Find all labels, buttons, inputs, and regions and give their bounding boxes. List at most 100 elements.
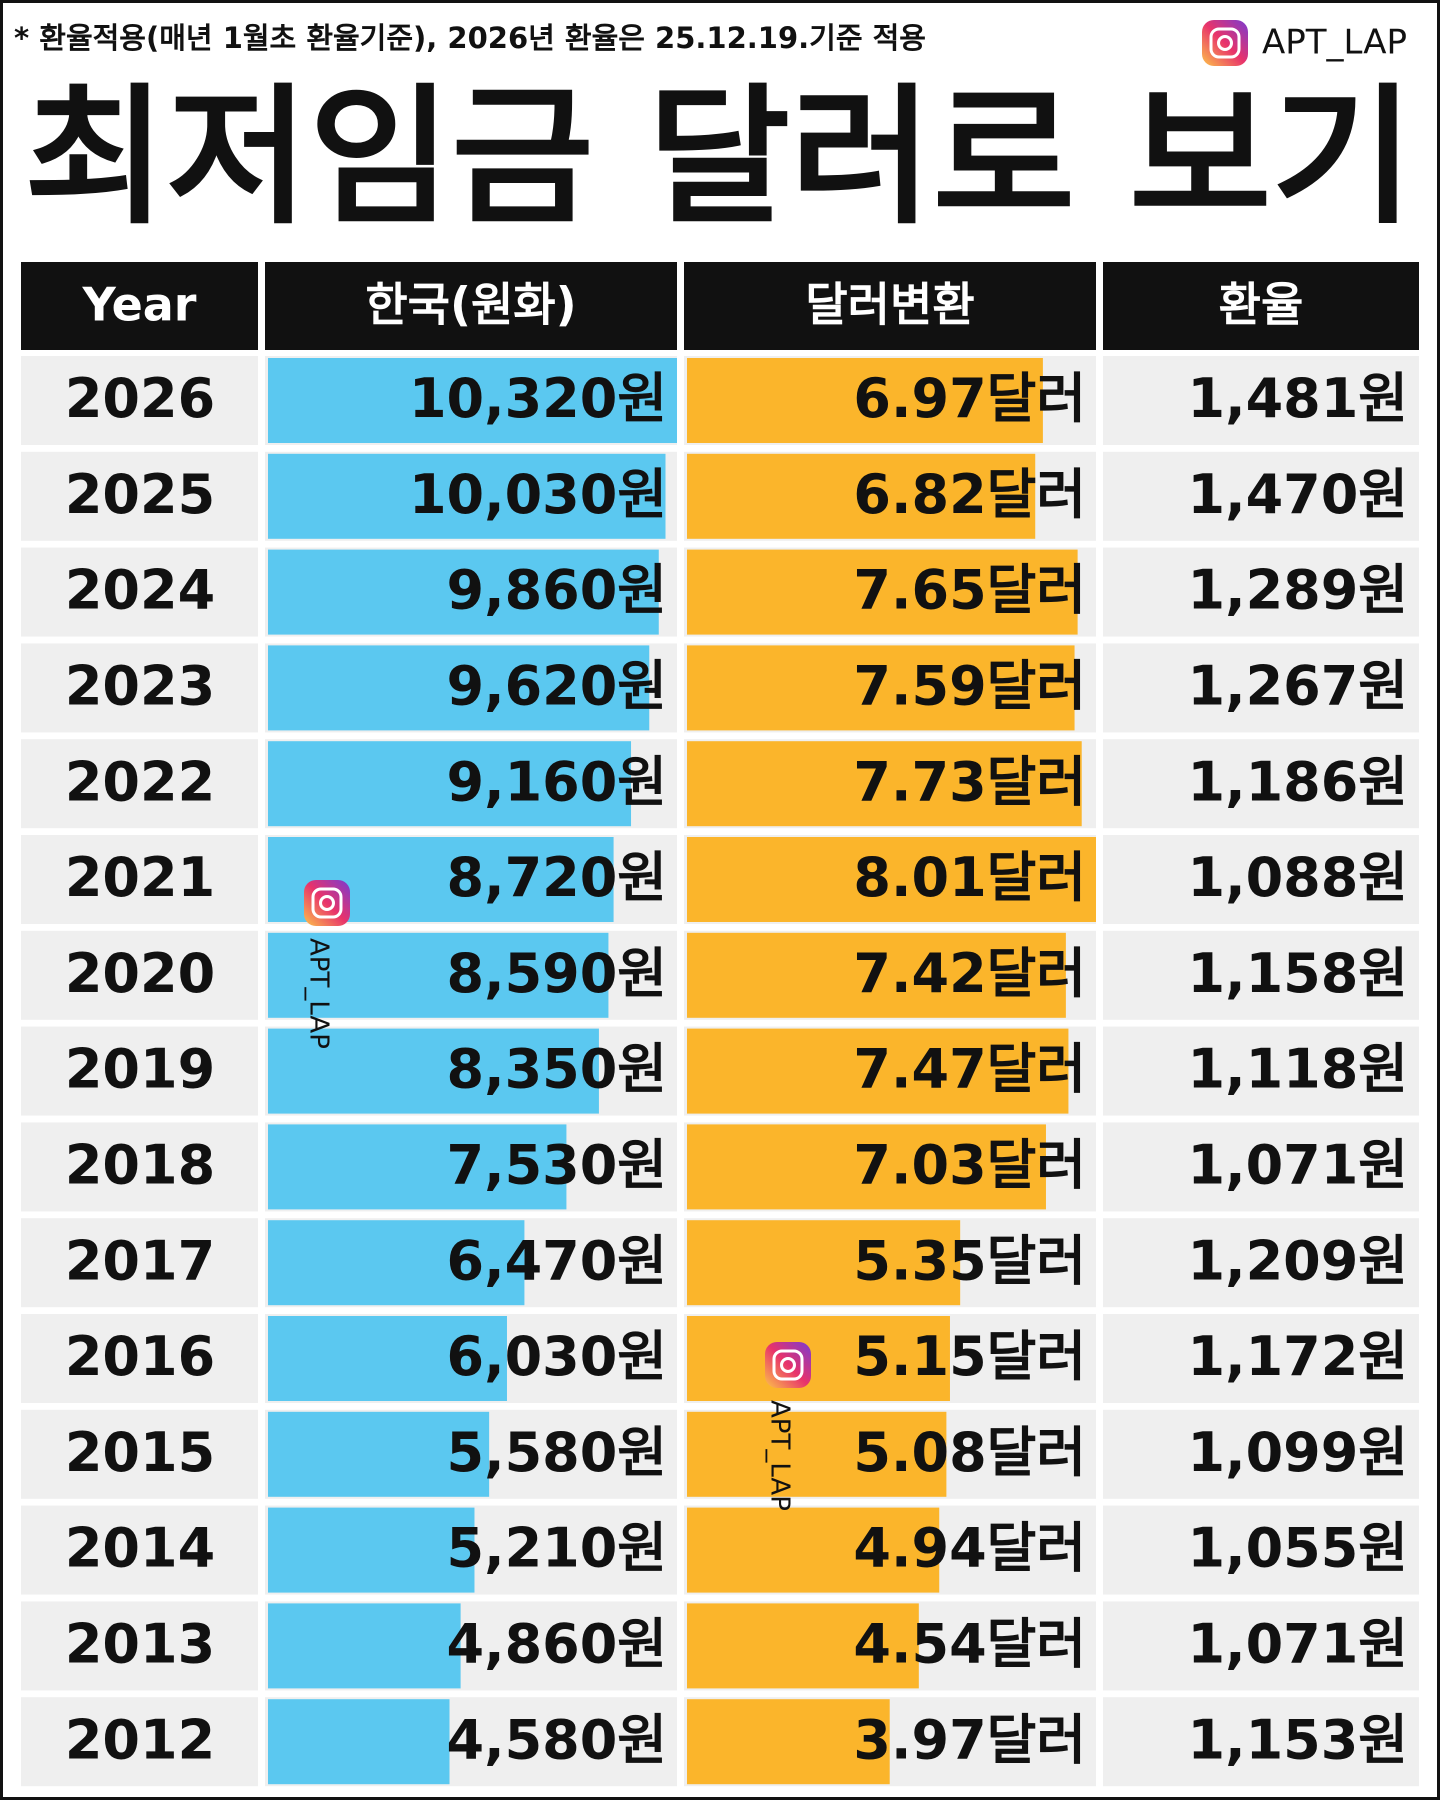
bar [268, 1220, 525, 1306]
value-label: 7,530원 [447, 1134, 668, 1197]
value-label: 8.01달러 [853, 846, 1086, 909]
value-label: 6.82달러 [853, 463, 1086, 526]
row-cell [21, 1697, 258, 1787]
watermark: APT_LAP [765, 1342, 811, 1511]
bar [687, 645, 1075, 731]
row-cell [1103, 1218, 1419, 1308]
watermark-icon-lens [780, 1357, 796, 1373]
bar [687, 1316, 950, 1401]
bar [687, 1699, 890, 1785]
year-label: 2018 [65, 1134, 215, 1197]
rate-label: 1,088원 [1188, 846, 1409, 909]
bar [687, 1220, 961, 1306]
title: 최저임금 달러로 보기 [24, 71, 1414, 245]
row-cell [1103, 1409, 1419, 1499]
row-cell [1103, 451, 1419, 541]
bar [687, 837, 1096, 922]
year-label: 2012 [65, 1708, 215, 1771]
rate-label: 1,071원 [1188, 1613, 1409, 1676]
bar [687, 1028, 1069, 1114]
value-label: 6,470원 [447, 1229, 668, 1292]
bar [687, 741, 1082, 827]
value-label: 7.73달러 [853, 750, 1086, 813]
year-label: 2026 [65, 367, 215, 430]
header-cell [21, 262, 258, 350]
watermark-icon [304, 880, 350, 926]
value-label: 5,580원 [447, 1421, 668, 1484]
rate-label: 1,289원 [1188, 559, 1409, 622]
row-cell [21, 547, 258, 637]
header-label: 달러변환 [805, 278, 974, 332]
year-label: 2016 [65, 1325, 215, 1388]
bar [687, 549, 1078, 635]
value-label: 9,620원 [447, 655, 668, 718]
value-label: 10,030원 [409, 463, 667, 526]
rate-label: 1,099원 [1188, 1421, 1409, 1484]
bar [268, 1124, 567, 1210]
bar [687, 1507, 940, 1593]
row-cell [1103, 835, 1419, 924]
row-cell [21, 835, 258, 924]
year-label: 2020 [65, 942, 215, 1005]
value-label: 8,590원 [447, 942, 668, 1005]
rate-label: 1,158원 [1188, 942, 1409, 1005]
rate-label: 1,470원 [1188, 463, 1409, 526]
value-label: 4,580원 [447, 1708, 668, 1771]
row-cell [1103, 643, 1419, 733]
rate-label: 1,118원 [1188, 1038, 1409, 1101]
bar [687, 1603, 919, 1689]
row-cell [1103, 739, 1419, 829]
value-label: 7.03달러 [853, 1134, 1086, 1197]
row-cell [1103, 1505, 1419, 1595]
value-label: 6,030원 [447, 1325, 668, 1388]
row-cell [21, 1601, 258, 1691]
row-cell [1103, 1026, 1419, 1116]
header-label: 한국(원화) [365, 278, 576, 332]
watermark-icon-frame [772, 1349, 804, 1381]
value-label: 4.94달러 [853, 1517, 1086, 1580]
row-cell [1103, 1314, 1419, 1403]
watermark-icon [765, 1342, 811, 1388]
rate-label: 1,209원 [1188, 1229, 1409, 1292]
rate-label: 1,055원 [1188, 1517, 1409, 1580]
value-label: 8,350원 [447, 1038, 668, 1101]
value-label: 7.59달러 [853, 655, 1086, 718]
value-label: 7.65달러 [853, 559, 1086, 622]
year-label: 2015 [65, 1421, 215, 1484]
row-cell [1103, 356, 1419, 445]
header-cell [684, 262, 1096, 350]
row-cell [1103, 547, 1419, 637]
header-cell [1103, 262, 1419, 350]
value-label: 10,320원 [409, 367, 667, 430]
value-label: 5.35달러 [853, 1229, 1086, 1292]
bar [268, 453, 666, 539]
bar [268, 549, 659, 635]
row-cell [1103, 1122, 1419, 1212]
rate-label: 1,481원 [1188, 367, 1409, 430]
watermark-text: APT_LAP [304, 938, 334, 1049]
bar [268, 1603, 461, 1689]
brand-icon [1202, 20, 1248, 66]
bar [268, 358, 677, 443]
watermark-icon-frame [311, 887, 343, 919]
bar [268, 1411, 490, 1497]
value-label: 5,210원 [447, 1517, 668, 1580]
year-label: 2024 [65, 559, 215, 622]
row-cell [1103, 1697, 1419, 1787]
row-cell [21, 356, 258, 445]
row-cell [21, 1026, 258, 1116]
value-label: 9,860원 [447, 559, 668, 622]
year-label: 2023 [65, 655, 215, 718]
row-cell [21, 643, 258, 733]
year-label: 2014 [65, 1517, 215, 1580]
row-cell [21, 1409, 258, 1499]
bar [268, 932, 609, 1018]
rate-label: 1,172원 [1188, 1325, 1409, 1388]
value-label: 3.97달러 [853, 1708, 1086, 1771]
row-cell [1103, 930, 1419, 1020]
rate-label: 1,267원 [1188, 655, 1409, 718]
bar [268, 1507, 475, 1593]
row-cell [1103, 1601, 1419, 1691]
